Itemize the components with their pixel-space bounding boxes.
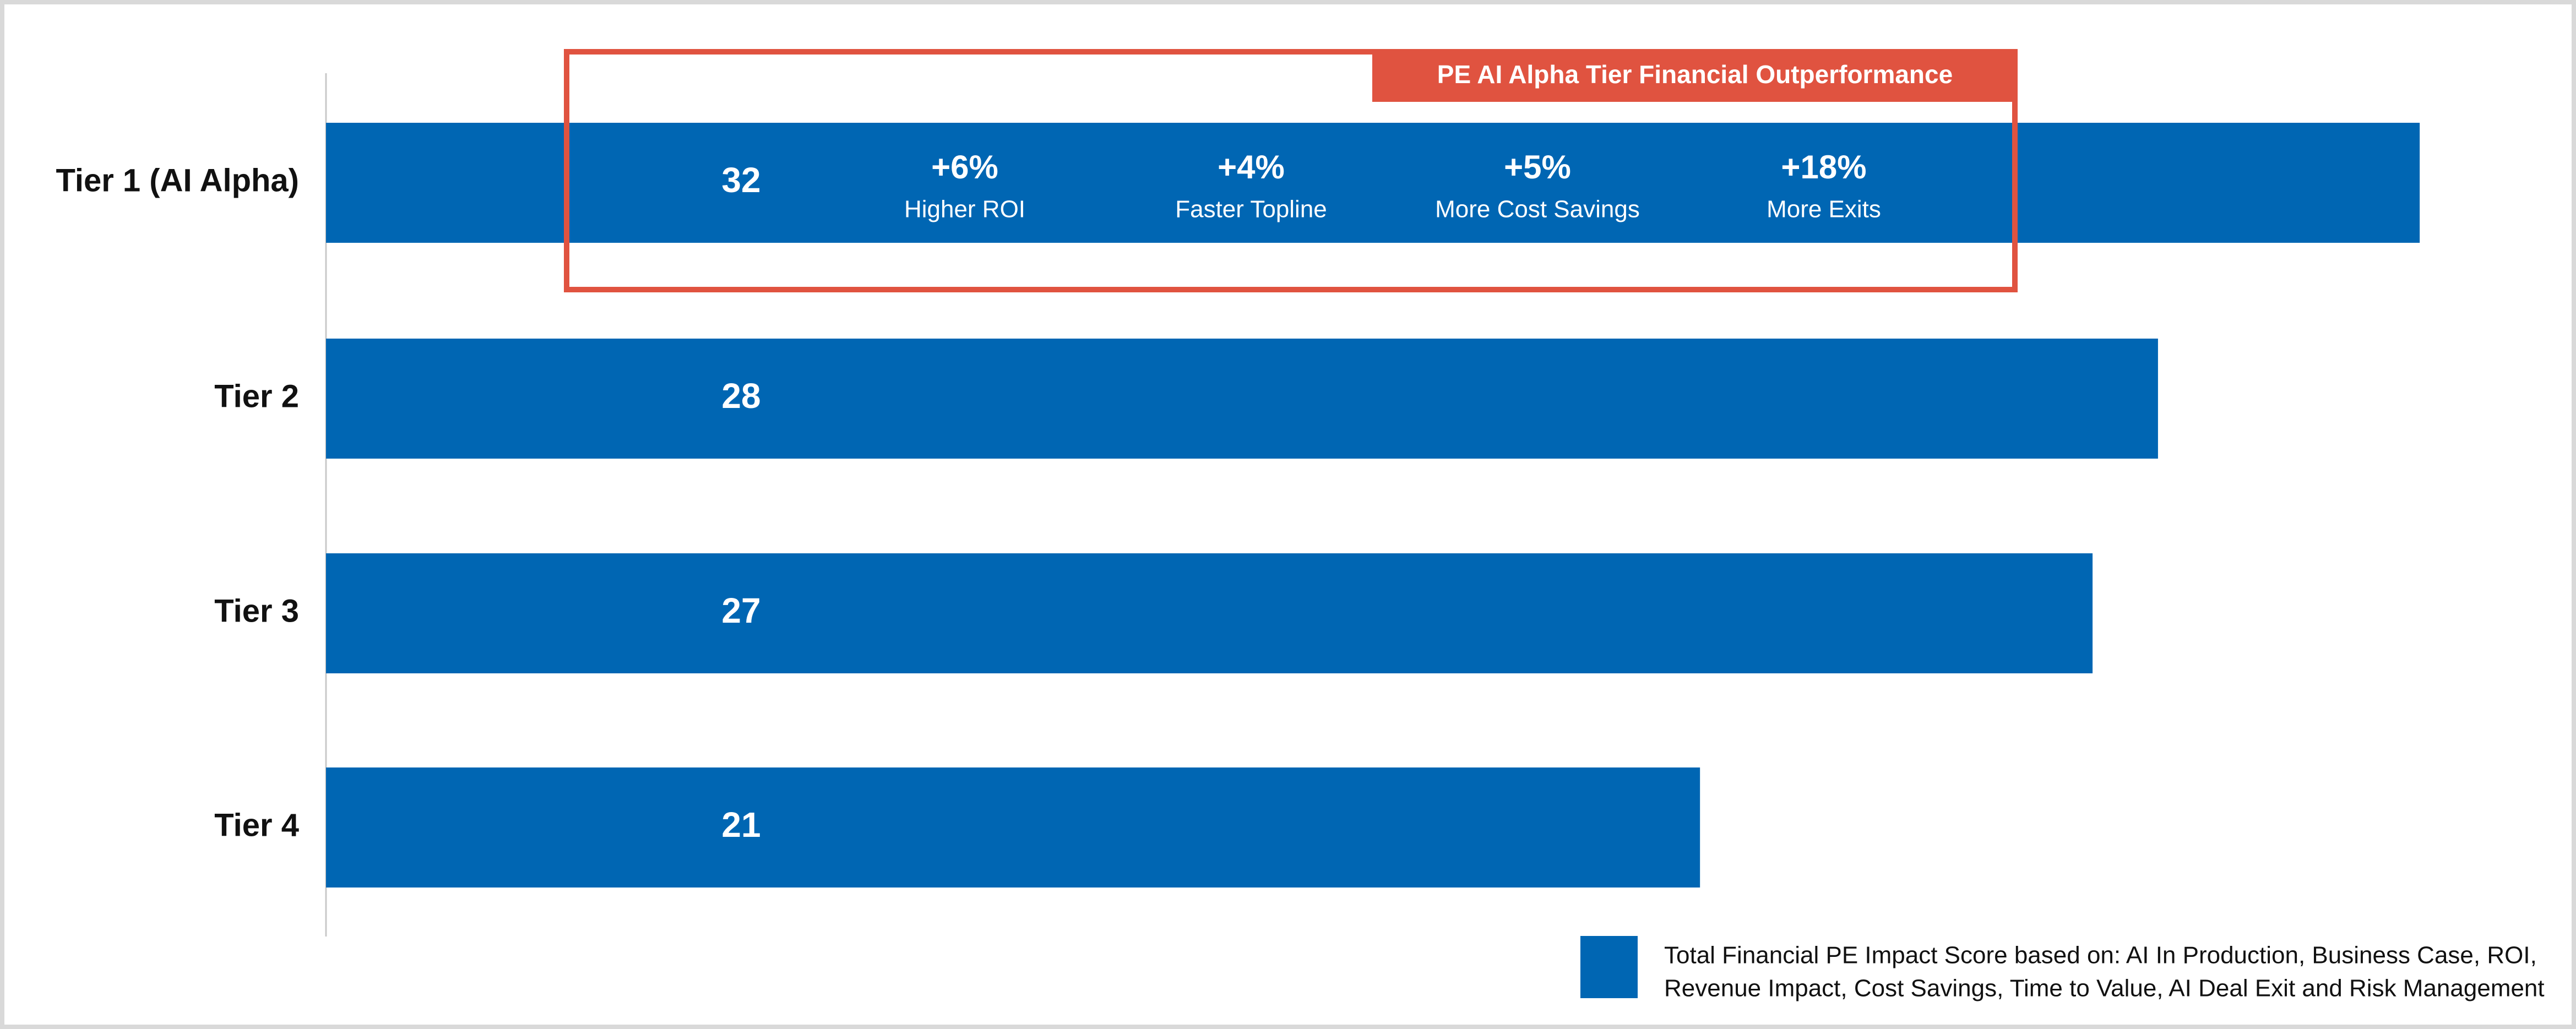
bar-1 xyxy=(326,123,2420,243)
metric-value: +5% xyxy=(1504,149,1571,186)
category-label: Tier 4 xyxy=(214,807,299,843)
chart-frame: Tier 1 (AI Alpha) 32 Tier 2 28 Tier 3 27 Tier … xyxy=(4,4,2572,1025)
category-label: Tier 2 xyxy=(214,378,299,414)
tier-impact-bar-chart: Tier 1 (AI Alpha) 32 Tier 2 28 Tier 3 27 Tier … xyxy=(56,49,2545,1002)
bar-4 xyxy=(326,767,1700,888)
metric-label: More Exits xyxy=(1767,196,1881,223)
callout-metric: +5% More Cost Savings xyxy=(1435,149,1640,223)
legend-text: Total Financial PE Impact Score based on… xyxy=(1664,942,2537,969)
bar-value-label: 28 xyxy=(721,376,760,416)
legend-swatch xyxy=(1580,936,1638,998)
callout-metric: +6% Higher ROI xyxy=(904,149,1025,223)
callout-title: PE AI Alpha Tier Financial Outperformanc… xyxy=(1437,60,1953,89)
metric-label: Faster Topline xyxy=(1175,196,1327,223)
callout-box xyxy=(564,49,2018,292)
metric-label: More Cost Savings xyxy=(1435,196,1640,223)
metric-value: +6% xyxy=(931,149,998,186)
bar-2 xyxy=(326,339,2158,459)
metric-label: Higher ROI xyxy=(904,196,1025,223)
bar-value-label: 21 xyxy=(721,805,760,845)
category-label: Tier 1 (AI Alpha) xyxy=(56,162,299,198)
callout-metric: +18% More Exits xyxy=(1767,149,1881,223)
metric-value: +18% xyxy=(1781,149,1866,186)
callout-metric: +4% Faster Topline xyxy=(1175,149,1327,223)
category-label: Tier 3 xyxy=(214,593,299,629)
callout-title-banner xyxy=(1372,49,2018,102)
bar-value-label: 32 xyxy=(721,160,760,200)
bar-3 xyxy=(326,553,2093,673)
metric-value: +4% xyxy=(1218,149,1285,186)
legend-text: Revenue Impact, Cost Savings, Time to Va… xyxy=(1664,975,2545,1002)
bar-value-label: 27 xyxy=(721,591,760,630)
